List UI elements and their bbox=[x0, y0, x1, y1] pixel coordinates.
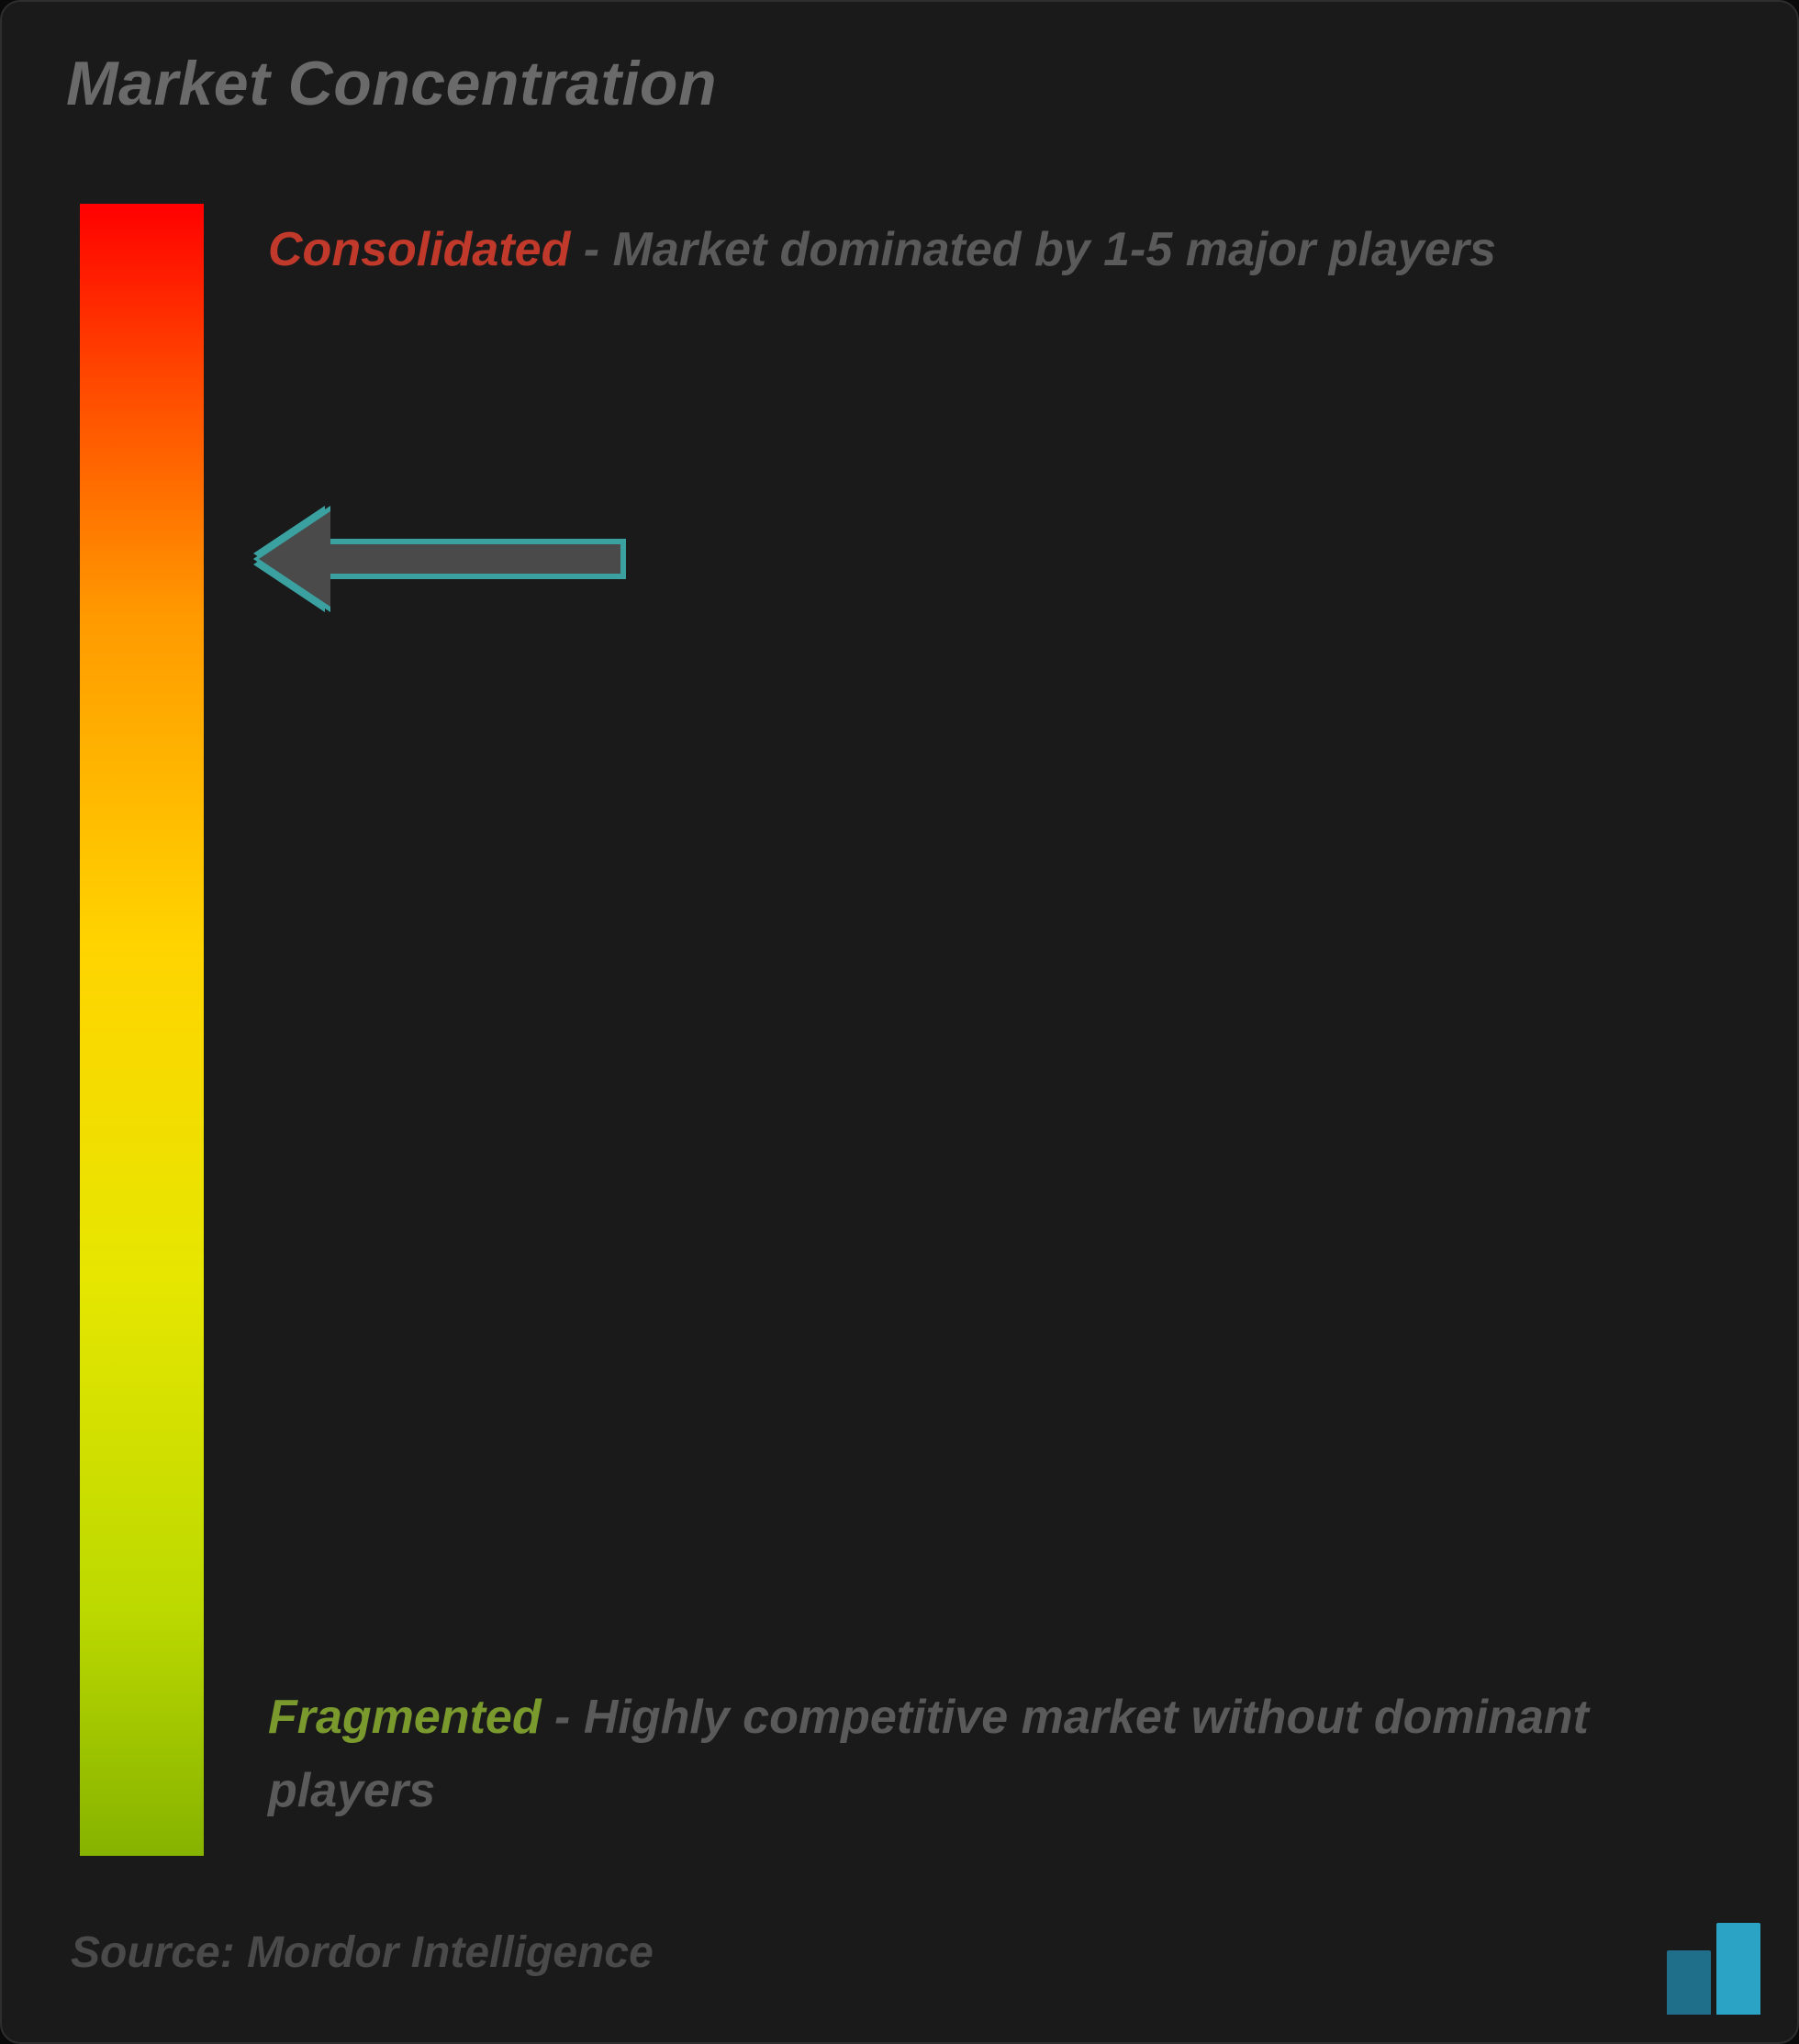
consolidated-label: Consolidated - Market dominated by 1-5 m… bbox=[268, 213, 1695, 287]
consolidated-desc: - Market dominated by 1-5 major players bbox=[570, 223, 1496, 276]
card-title: Market Concentration bbox=[66, 48, 717, 119]
market-concentration-card: Market Concentration Consolidated - Mark… bbox=[0, 0, 1799, 2044]
source-attribution: Source: Mordor Intelligence bbox=[71, 1927, 654, 1978]
content-area: Consolidated - Market dominated by 1-5 m… bbox=[80, 204, 1695, 1856]
arrow-shaft bbox=[329, 539, 626, 579]
consolidated-lead: Consolidated bbox=[268, 223, 570, 276]
concentration-gradient-bar bbox=[80, 204, 204, 1856]
logo-bar-1 bbox=[1667, 1950, 1711, 2015]
labels-column: Consolidated - Market dominated by 1-5 m… bbox=[268, 204, 1695, 1856]
gradient-bar-wrap bbox=[80, 204, 204, 1856]
fragmented-label: Fragmented - Highly competitive market w… bbox=[268, 1681, 1695, 1828]
fragmented-lead: Fragmented bbox=[268, 1691, 542, 1744]
brand-logo-icon bbox=[1667, 1923, 1760, 2015]
logo-bar-2 bbox=[1716, 1923, 1760, 2015]
position-arrow bbox=[259, 511, 626, 607]
arrow-head-icon bbox=[259, 511, 330, 607]
